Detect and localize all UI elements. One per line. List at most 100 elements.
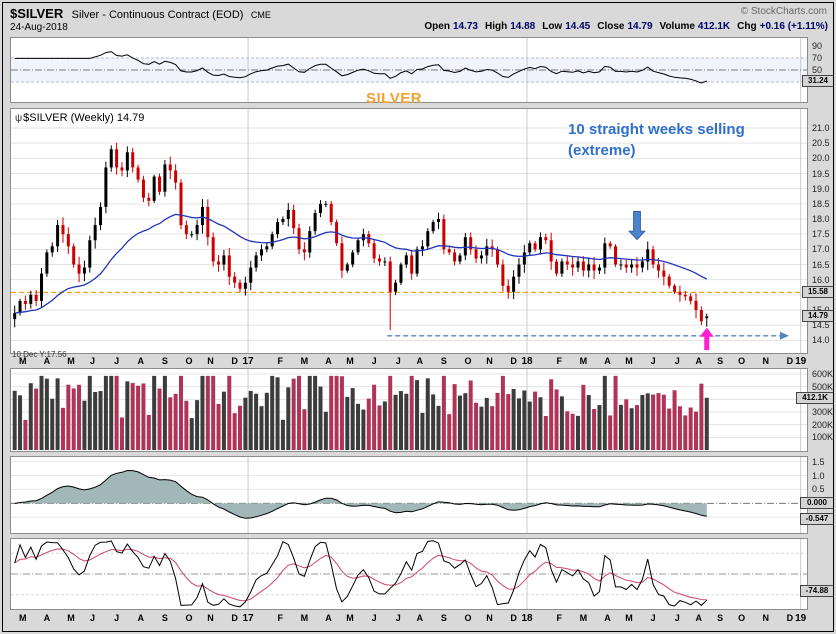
x-axis-month-label: J xyxy=(674,356,680,366)
axis-tick: 19.0 xyxy=(812,183,830,194)
x-axis-month-label: D xyxy=(231,612,238,623)
x-axis-month-label: M xyxy=(18,612,27,623)
quote-label: Low xyxy=(542,21,563,32)
axis-tick: 0.5 xyxy=(812,484,825,495)
x-axis-month-label: M xyxy=(346,612,354,623)
williams-panel xyxy=(10,538,808,610)
x-axis-year-label: 18 xyxy=(521,356,533,367)
x-axis-month-label: J xyxy=(89,356,95,366)
x-axis-month-label: A xyxy=(43,612,51,623)
axis-tick: 600K xyxy=(812,369,834,379)
quote-label: High xyxy=(484,21,508,32)
x-axis-month-label: M xyxy=(300,356,309,366)
x-axis-month-label: A xyxy=(43,356,51,366)
x-axis-month-label: D xyxy=(786,612,794,623)
axis-value-box: 15.58 xyxy=(802,286,834,299)
chart-style-icon: ψ xyxy=(15,113,23,124)
axis-tick: 18.5 xyxy=(812,198,830,209)
x-axis-month-label: S xyxy=(161,612,168,623)
axis-tick: 17.5 xyxy=(812,229,830,240)
quote-label: Open xyxy=(424,21,450,32)
chart-legend-text: $SILVER (Weekly) 14.79 xyxy=(23,112,145,124)
silver-annotation: SILVER xyxy=(366,90,423,107)
x-axis-month-label: O xyxy=(185,612,193,623)
x-axis-month-label: F xyxy=(277,356,283,366)
symbol-title: $SILVER xyxy=(10,6,64,21)
x-axis-year-label: 17 xyxy=(242,356,254,367)
axis-value-box: 0.000 xyxy=(800,497,834,510)
x-axis-month-label: M xyxy=(625,356,633,366)
x-axis-month-label: J xyxy=(650,612,656,623)
x-axis-month-label: M xyxy=(346,356,354,366)
x-axis-month-label: S xyxy=(440,612,447,623)
oscillator-panel xyxy=(10,456,808,534)
x-axis-month-label: N xyxy=(486,356,493,366)
x-axis-month-label: J xyxy=(395,356,401,366)
x-axis-month-label: F xyxy=(277,612,283,623)
axis-value-box: 31.24 xyxy=(802,75,834,88)
axis-tick: 90 xyxy=(812,41,823,51)
x-axis-month-label: D xyxy=(786,356,794,366)
x-axis-month-label: N xyxy=(762,356,770,366)
x-axis-month-label: M xyxy=(18,356,27,366)
x-axis-month-label: A xyxy=(604,612,611,623)
x-axis-month-label: F xyxy=(556,356,562,366)
axis-tick: 14.0 xyxy=(812,335,830,346)
x-axis-month-label: A xyxy=(325,612,332,623)
x-axis-month-label: S xyxy=(717,356,724,366)
quote-label: Chg xyxy=(737,21,757,32)
x-axis-month-label: S xyxy=(717,612,724,623)
x-axis-month-label: O xyxy=(464,356,472,366)
quote-value: 412.1K xyxy=(697,21,731,32)
x-axis-month-label: N xyxy=(486,612,493,623)
axis-value-box: -74.88 xyxy=(800,585,834,598)
axis-tick: 19.5 xyxy=(812,168,830,179)
axis-tick: 16.0 xyxy=(812,274,830,285)
x-axis-month-label: A xyxy=(325,356,332,366)
x-axis-month-label: N xyxy=(207,612,214,623)
x-axis-month-label: A xyxy=(604,356,611,366)
x-axis-month-label: O xyxy=(185,356,193,366)
x-axis-month-label: S xyxy=(440,356,447,366)
axis-tick: 200K xyxy=(812,419,834,430)
instrument-name: Silver - Continuous Contract (EOD) xyxy=(71,9,244,21)
axis-tick: 50 xyxy=(812,65,823,75)
x-axis-month-label: N xyxy=(207,356,214,366)
selling-annotation: 10 straight weeks selling (extreme) xyxy=(568,119,745,161)
volume-panel xyxy=(10,368,808,452)
x-axis-month-label: A xyxy=(416,356,423,366)
axis-value-box: 14.79 xyxy=(802,310,834,323)
x-axis-year-label: 19 xyxy=(795,356,807,367)
x-axis-month-label: N xyxy=(762,612,770,623)
x-axis-month-label: S xyxy=(161,356,168,366)
x-axis-month-label: J xyxy=(89,612,95,623)
x-axis-month-label: A xyxy=(416,612,423,623)
header: $SILVER Silver - Continuous Contract (EO… xyxy=(10,5,271,23)
x-axis-month-label: J xyxy=(114,612,120,623)
x-axis-month-label: J xyxy=(650,356,656,366)
axis-tick: 16.5 xyxy=(812,259,830,270)
axis-tick: 15.0 xyxy=(812,305,830,315)
axis-tick: 21.0 xyxy=(812,123,830,134)
axis-tick: 300K xyxy=(812,407,834,417)
selling-annotation-line2: (extreme) xyxy=(568,142,636,159)
rsi-panel xyxy=(10,37,808,103)
exchange-label: CME xyxy=(250,10,271,20)
axis-tick: 1.0 xyxy=(812,470,825,481)
quote-value: 14.88 xyxy=(510,21,536,32)
chart-legend: ψ$SILVER (Weekly) 14.79 xyxy=(15,112,144,124)
axis-tick: 14.5 xyxy=(812,320,830,331)
x-axis-month-label: D xyxy=(231,356,238,366)
x-axis-month-label: J xyxy=(371,356,377,366)
x-axis-month-label: A xyxy=(695,612,702,623)
crosshair-note: 10 Dec Y:17.56 xyxy=(12,350,67,359)
quote-label: Close xyxy=(597,21,625,32)
quote-value: 14.45 xyxy=(565,21,591,32)
axis-value-box: -0.547 xyxy=(800,512,834,525)
x-axis-month-label: D xyxy=(510,612,517,623)
axis-tick: 17.0 xyxy=(812,244,830,255)
date-label: 24-Aug-2018 xyxy=(10,22,68,33)
x-axis-month-label: M xyxy=(579,356,588,366)
quote-value: 14.73 xyxy=(452,21,478,32)
